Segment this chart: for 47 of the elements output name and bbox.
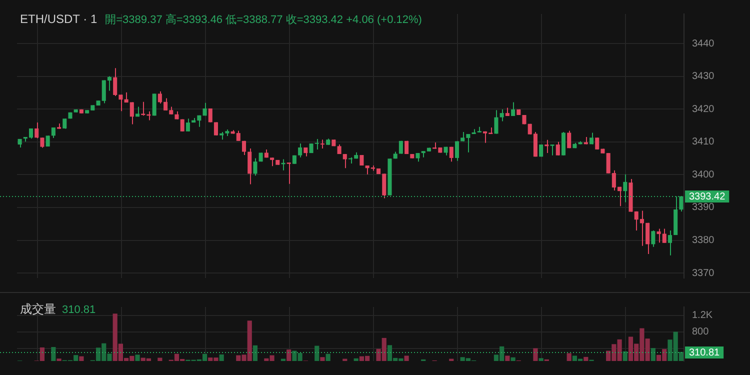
y-tick-label: 3440 xyxy=(692,38,715,50)
ref-line-label: 310.81 xyxy=(689,347,720,358)
candlestick xyxy=(186,118,190,132)
chart-title: 成交量 xyxy=(20,302,56,316)
annotation: 310.81 xyxy=(62,304,96,316)
candlestick xyxy=(214,122,218,136)
candlestick xyxy=(342,154,347,169)
candlestick xyxy=(539,144,544,158)
candlestick xyxy=(646,222,650,255)
y-tick-label: 3370 xyxy=(692,268,715,279)
candlestick xyxy=(544,139,549,154)
candlestick xyxy=(651,230,656,248)
candlestick xyxy=(550,144,554,156)
candlestick xyxy=(248,148,252,185)
candlestick xyxy=(511,102,516,116)
chart-title: ETH/USDT · 1 xyxy=(20,12,98,26)
candlestick xyxy=(494,110,498,134)
candlestick xyxy=(556,141,560,156)
candlestick xyxy=(34,122,39,139)
candlestick xyxy=(320,139,324,149)
candlestick xyxy=(242,140,246,156)
candlestick xyxy=(62,118,67,130)
y-tick-label: 3380 xyxy=(692,235,715,246)
candlestick xyxy=(567,130,572,149)
y-tick-label: 800 xyxy=(692,326,710,338)
y-tick-label: 3410 xyxy=(692,136,715,148)
candlestick xyxy=(40,137,44,148)
candlestick xyxy=(449,146,454,162)
candlestick xyxy=(561,132,566,156)
candlestick xyxy=(298,143,302,158)
chart-subtitle: 開=3389.37 高=3393.46 低=3388.77 收=3393.42 +4.06 (+0.12%) xyxy=(105,14,422,26)
candlestick xyxy=(152,93,156,116)
candlestick xyxy=(180,118,184,132)
candlestick xyxy=(46,135,50,147)
y-tick-label: 3400 xyxy=(692,169,715,180)
candlestick xyxy=(286,162,291,184)
y-tick-label: 3420 xyxy=(692,104,715,115)
candlestick xyxy=(668,230,672,256)
candlestick xyxy=(500,108,504,122)
candlestick xyxy=(253,158,258,176)
y-tick-label: 3390 xyxy=(692,202,715,214)
y-tick-label: 1.2K xyxy=(692,310,713,321)
y-tick-label: 3430 xyxy=(692,71,715,82)
candlestick xyxy=(202,102,207,116)
ref-line-label: 3393.42 xyxy=(689,191,726,202)
candlestick xyxy=(454,140,460,162)
candlestick xyxy=(158,90,162,104)
